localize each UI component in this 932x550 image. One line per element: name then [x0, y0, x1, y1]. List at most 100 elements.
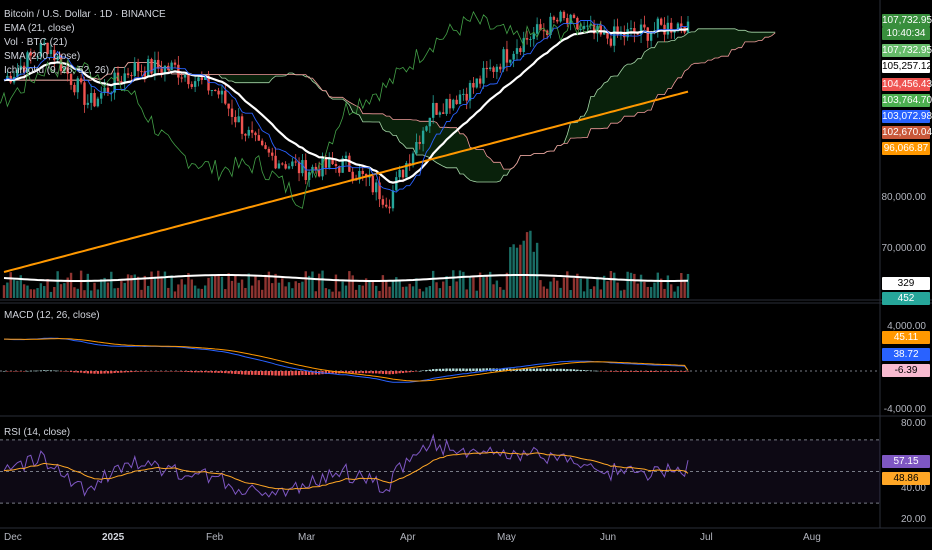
- macd-histogram-bar: [267, 371, 271, 376]
- volume-bar: [341, 281, 344, 298]
- candle-body: [599, 25, 603, 35]
- macd-histogram-bar: [656, 371, 660, 372]
- candle-body: [73, 84, 76, 93]
- macd-histogram-bar: [613, 371, 616, 372]
- volume-bar: [12, 279, 16, 298]
- volume-bar: [572, 278, 576, 298]
- macd-histogram-bar: [32, 370, 36, 372]
- candle-body: [435, 102, 438, 115]
- candle-body: [79, 78, 83, 83]
- macd-histogram-bar: [425, 370, 428, 371]
- macd-histogram-bar: [482, 368, 485, 371]
- macd-histogram-bar: [274, 371, 277, 376]
- volume-bar: [535, 242, 539, 298]
- volume-bar: [418, 288, 421, 298]
- volume-bar: [438, 288, 442, 298]
- candle-body: [271, 152, 274, 156]
- candle-body: [49, 49, 53, 55]
- rsi-legend[interactable]: RSI (14, close): [4, 426, 70, 440]
- candle-body: [277, 163, 281, 169]
- macd-histogram-bar: [562, 368, 566, 371]
- volume-bar: [361, 285, 364, 298]
- macd-tag-2: -6.39: [882, 364, 930, 377]
- volume-bar: [421, 291, 425, 298]
- candle-body: [358, 170, 361, 180]
- candle-body: [103, 87, 106, 94]
- macd-histogram-bar: [240, 371, 244, 375]
- volume-bar: [26, 285, 29, 298]
- candle-body: [331, 158, 334, 165]
- candle-body: [499, 66, 502, 70]
- macd-histogram-bar: [281, 371, 284, 376]
- volume-bar: [254, 276, 257, 298]
- macd-histogram-bar: [153, 371, 157, 372]
- volume-bar: [566, 271, 569, 298]
- volume-legend[interactable]: Vol · BTC (21): [4, 37, 68, 48]
- macd-histogram-bar: [398, 371, 401, 374]
- candle-body: [341, 158, 344, 173]
- macd-histogram-bar: [582, 370, 586, 371]
- volume-bar: [374, 285, 378, 298]
- candle-body: [56, 55, 59, 61]
- candle-body: [656, 18, 660, 31]
- candle-body: [398, 169, 401, 178]
- volume-bar: [146, 285, 150, 298]
- macd-histogram-bar: [542, 368, 546, 371]
- volume-bar: [468, 276, 472, 298]
- candle-body: [351, 171, 354, 180]
- macd-histogram-bar: [224, 371, 227, 374]
- macd-histogram-bar: [43, 370, 46, 371]
- macd-histogram-bar: [415, 371, 418, 372]
- volume-bar: [505, 272, 509, 298]
- volume-bar: [217, 275, 220, 298]
- volume-bar: [39, 283, 43, 298]
- volume-bar: [666, 275, 670, 298]
- macd-histogram-bar: [83, 371, 86, 374]
- volume-bar: [314, 291, 318, 298]
- volume-bar: [324, 288, 328, 298]
- ema-legend[interactable]: EMA (21, close): [4, 23, 75, 34]
- candle-body: [448, 98, 452, 109]
- candle-body: [602, 30, 606, 35]
- candle-body: [680, 23, 683, 28]
- macd-histogram-bar: [344, 371, 348, 373]
- volume-bar: [378, 290, 381, 298]
- volume-bar: [542, 286, 546, 298]
- time-label-aug: Aug: [803, 532, 821, 543]
- macd-histogram-bar: [381, 371, 385, 374]
- volume-bar: [656, 272, 660, 298]
- macd-histogram-bar: [572, 369, 576, 371]
- macd-histogram-bar: [525, 368, 529, 371]
- macd-histogram-bar: [599, 371, 603, 372]
- volume-bar: [586, 278, 589, 298]
- macd-histogram-bar: [307, 371, 311, 375]
- symbol-title[interactable]: Bitcoin / U.S. Dollar · 1D · BINANCE: [4, 9, 166, 20]
- candle-body: [566, 18, 569, 25]
- sma-legend[interactable]: SMA (200, close): [4, 51, 81, 62]
- volume-bar: [569, 290, 572, 298]
- candle-body: [455, 99, 458, 105]
- macd-histogram-bar: [56, 370, 59, 372]
- candle-body: [247, 129, 250, 136]
- volume-bar: [224, 289, 227, 298]
- macd-histogram-bar: [502, 368, 505, 371]
- candle-body: [234, 116, 237, 123]
- macd-histogram-bar: [234, 371, 237, 374]
- ichimoku-legend[interactable]: Ichimoku (9, 26, 52, 26): [4, 65, 110, 76]
- volume-bar: [545, 288, 549, 298]
- macd-tick-bottom: -4,000.00: [883, 404, 926, 415]
- candle-body: [492, 67, 495, 72]
- macd-legend[interactable]: MACD (12, 26, close): [4, 309, 100, 323]
- macd-histogram-bar: [421, 370, 425, 372]
- volume-bar: [240, 279, 244, 298]
- volume-bar: [66, 277, 69, 298]
- candle-body: [53, 49, 56, 61]
- volume-bar: [234, 274, 237, 298]
- main-legend: Bitcoin / U.S. Dollar · 1D · BINANCE EMA…: [4, 8, 166, 78]
- time-label-apr: Apr: [400, 532, 416, 543]
- candle-body: [395, 177, 398, 191]
- macd-histogram-bar: [499, 368, 502, 371]
- macd-histogram-bar: [103, 371, 106, 374]
- candle-body: [120, 81, 123, 83]
